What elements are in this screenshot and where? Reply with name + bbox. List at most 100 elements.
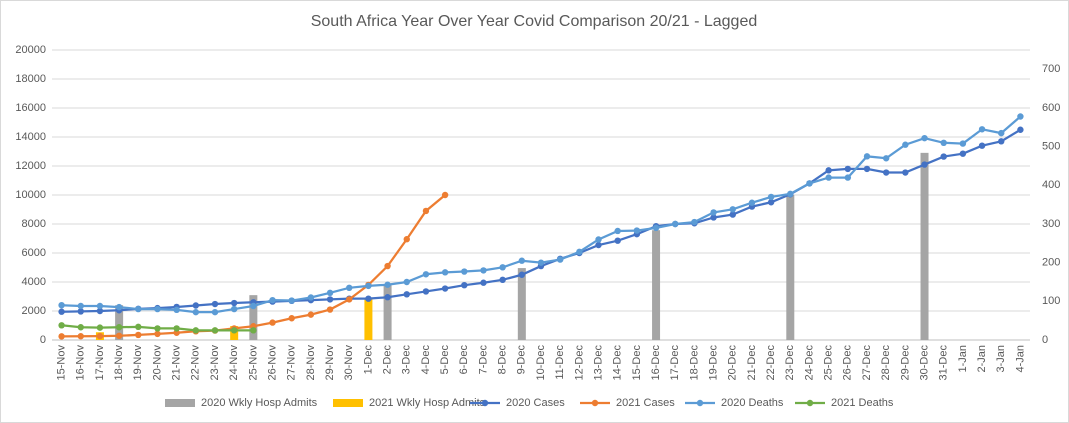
point bbox=[1017, 113, 1024, 120]
point bbox=[959, 140, 967, 147]
point bbox=[58, 333, 65, 340]
point bbox=[403, 236, 410, 243]
point bbox=[537, 259, 545, 266]
x-tick-label: 18-Dec bbox=[688, 345, 700, 381]
point bbox=[288, 297, 295, 304]
point bbox=[384, 281, 391, 288]
point bbox=[115, 332, 123, 339]
x-tick-label: 26-Dec bbox=[842, 345, 854, 381]
point bbox=[556, 256, 564, 263]
point bbox=[250, 327, 257, 334]
point bbox=[825, 174, 832, 181]
point bbox=[192, 327, 200, 334]
x-tick-label: 30-Nov bbox=[343, 345, 355, 381]
y-tick-label: 8000 bbox=[22, 218, 46, 230]
y2-tick-label: 300 bbox=[1042, 218, 1060, 230]
point bbox=[652, 224, 660, 232]
point bbox=[269, 319, 276, 326]
x-tick-label: 30-Dec bbox=[918, 345, 930, 381]
point bbox=[77, 324, 84, 331]
point bbox=[230, 305, 238, 313]
x-tick-label: 1-Dec bbox=[362, 345, 374, 375]
point bbox=[307, 294, 315, 301]
legend-swatch bbox=[333, 399, 363, 407]
x-tick-label: 22-Dec bbox=[765, 345, 777, 381]
point bbox=[77, 302, 84, 310]
y2-tick-label: 400 bbox=[1042, 179, 1060, 191]
x-tick-label: 17-Nov bbox=[94, 345, 106, 381]
point bbox=[998, 138, 1005, 145]
x-tick-label: 3-Dec bbox=[401, 345, 413, 375]
x-tick-label: 23-Nov bbox=[209, 345, 221, 381]
point bbox=[250, 302, 257, 310]
x-tick-label: 15-Nov bbox=[55, 345, 67, 381]
bar bbox=[786, 195, 795, 340]
point bbox=[384, 294, 391, 301]
bar bbox=[249, 295, 258, 340]
bar bbox=[920, 152, 929, 340]
point bbox=[978, 142, 986, 149]
x-tick-label: 19-Nov bbox=[132, 345, 144, 381]
point bbox=[154, 325, 161, 332]
legend-label: 2020 Deaths bbox=[721, 397, 784, 409]
point bbox=[518, 257, 526, 264]
x-tick-label: 5-Dec bbox=[439, 345, 451, 375]
x-tick-label: 31-Dec bbox=[938, 345, 950, 381]
point bbox=[710, 209, 717, 216]
x-tick-label: 1-Jan bbox=[957, 345, 969, 373]
legend-marker bbox=[591, 399, 599, 407]
bar bbox=[652, 230, 661, 340]
point bbox=[192, 308, 200, 316]
point bbox=[58, 302, 65, 309]
x-tick-label: 6-Dec bbox=[458, 345, 470, 375]
point bbox=[173, 306, 180, 314]
point bbox=[518, 271, 526, 278]
point bbox=[940, 153, 947, 160]
x-tick-label: 21-Nov bbox=[171, 345, 183, 381]
point bbox=[96, 302, 104, 310]
point bbox=[326, 306, 334, 313]
point bbox=[135, 323, 142, 331]
point bbox=[633, 227, 641, 234]
point bbox=[192, 302, 200, 309]
point bbox=[595, 241, 602, 249]
x-tick-label: 28-Dec bbox=[880, 345, 892, 381]
point bbox=[115, 324, 123, 331]
x-tick-label: 18-Nov bbox=[113, 345, 125, 381]
x-tick-label: 21-Dec bbox=[746, 345, 758, 381]
y-tick-label: 12000 bbox=[15, 160, 46, 172]
point bbox=[58, 322, 65, 329]
y2-tick-label: 500 bbox=[1042, 141, 1060, 153]
bar bbox=[383, 285, 392, 340]
point bbox=[882, 155, 890, 162]
legend-marker bbox=[481, 399, 489, 407]
x-tick-label: 24-Dec bbox=[803, 345, 815, 381]
legend-marker bbox=[806, 399, 814, 407]
x-tick-label: 19-Dec bbox=[707, 345, 719, 381]
x-tick-label: 9-Dec bbox=[516, 345, 528, 375]
point bbox=[748, 199, 756, 206]
x-tick-label: 29-Dec bbox=[899, 345, 911, 381]
x-tick-label: 4-Jan bbox=[1014, 345, 1026, 373]
point bbox=[614, 227, 621, 235]
point bbox=[902, 141, 909, 148]
point bbox=[77, 333, 84, 340]
point bbox=[365, 282, 372, 290]
point bbox=[422, 288, 430, 295]
point bbox=[844, 174, 852, 181]
point bbox=[211, 308, 219, 316]
point bbox=[403, 291, 410, 298]
point bbox=[576, 248, 583, 256]
legend-label: 2020 Wkly Hosp Admits bbox=[201, 397, 318, 409]
point bbox=[441, 191, 449, 199]
point bbox=[365, 295, 372, 302]
x-tick-label: 4-Dec bbox=[420, 345, 432, 375]
x-tick-label: 20-Dec bbox=[727, 345, 739, 381]
point bbox=[825, 167, 832, 174]
point bbox=[863, 165, 871, 173]
x-tick-label: 20-Nov bbox=[151, 345, 163, 381]
y2-tick-label: 700 bbox=[1042, 63, 1060, 75]
y-tick-label: 2000 bbox=[22, 305, 46, 317]
